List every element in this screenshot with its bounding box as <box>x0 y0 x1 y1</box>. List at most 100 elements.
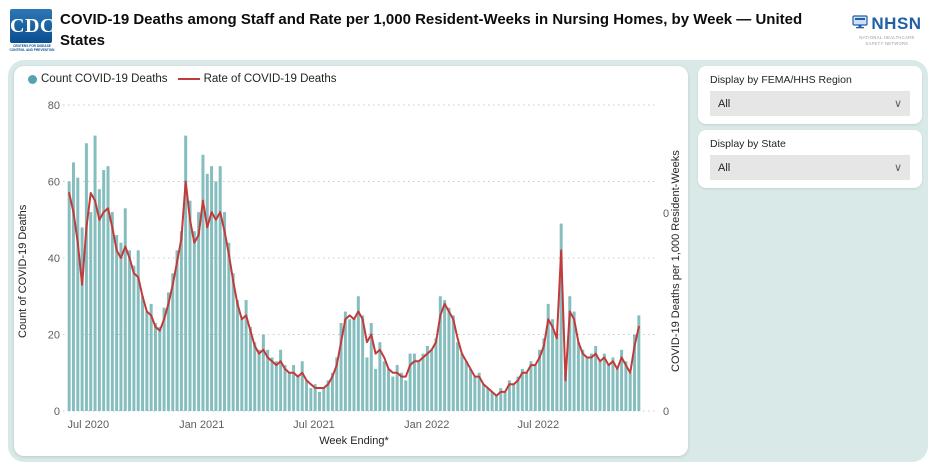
count-bar[interactable] <box>624 361 628 411</box>
count-bar[interactable] <box>464 361 468 411</box>
count-bar[interactable] <box>589 353 593 412</box>
count-bar[interactable] <box>309 388 313 411</box>
count-bar[interactable] <box>395 365 399 411</box>
count-bar[interactable] <box>563 372 567 411</box>
fema-region-dropdown[interactable]: All ∨ <box>710 91 910 116</box>
count-bar[interactable] <box>136 250 140 411</box>
count-bar[interactable] <box>568 296 572 411</box>
count-bar[interactable] <box>356 296 360 411</box>
count-bar[interactable] <box>162 307 166 411</box>
count-bar[interactable] <box>102 170 106 411</box>
count-bar[interactable] <box>443 300 447 411</box>
count-bar[interactable] <box>551 319 555 411</box>
count-bar[interactable] <box>158 326 162 411</box>
count-bar[interactable] <box>80 227 84 411</box>
count-bar[interactable] <box>149 303 153 411</box>
count-bar[interactable] <box>106 166 110 411</box>
count-bar[interactable] <box>166 292 170 411</box>
count-bar[interactable] <box>607 365 611 411</box>
count-bar[interactable] <box>503 391 507 412</box>
count-bar[interactable] <box>391 376 395 411</box>
count-bar[interactable] <box>132 265 136 411</box>
count-bar[interactable] <box>296 376 300 411</box>
count-bar[interactable] <box>430 349 434 411</box>
count-bar[interactable] <box>417 361 421 411</box>
count-bar[interactable] <box>451 315 455 412</box>
count-bar[interactable] <box>512 384 516 411</box>
count-bar[interactable] <box>520 368 524 411</box>
count-bar[interactable] <box>292 365 296 411</box>
count-bar[interactable] <box>361 315 365 412</box>
count-bar[interactable] <box>585 357 589 411</box>
count-bar[interactable] <box>637 315 641 412</box>
count-bar[interactable] <box>633 334 637 412</box>
count-bar[interactable] <box>620 349 624 411</box>
count-bar[interactable] <box>171 273 175 411</box>
rate-line[interactable] <box>68 180 640 397</box>
count-bar[interactable] <box>179 231 183 411</box>
count-bar[interactable] <box>438 296 442 411</box>
count-bar[interactable] <box>594 345 598 411</box>
count-bar[interactable] <box>507 380 511 411</box>
count-bar[interactable] <box>374 368 378 411</box>
count-bar[interactable] <box>499 388 503 411</box>
count-bar[interactable] <box>223 212 227 411</box>
count-bar[interactable] <box>89 212 93 411</box>
count-bar[interactable] <box>330 372 334 411</box>
count-bar[interactable] <box>481 384 485 411</box>
count-bar[interactable] <box>175 250 179 411</box>
count-bar[interactable] <box>231 273 235 411</box>
count-bar[interactable] <box>581 349 585 411</box>
count-bar[interactable] <box>76 177 80 411</box>
count-bar[interactable] <box>145 311 149 411</box>
count-bar[interactable] <box>253 342 257 411</box>
count-bar[interactable] <box>218 166 222 411</box>
count-bar[interactable] <box>257 349 261 411</box>
count-bar[interactable] <box>300 361 304 411</box>
count-bar[interactable] <box>434 338 438 411</box>
count-bar[interactable] <box>283 365 287 411</box>
count-bar[interactable] <box>408 353 412 412</box>
count-bar[interactable] <box>261 334 265 412</box>
count-bar[interactable] <box>447 307 451 411</box>
count-bar[interactable] <box>533 365 537 411</box>
count-bar[interactable] <box>421 353 425 412</box>
count-bar[interactable] <box>399 372 403 411</box>
count-bar[interactable] <box>287 372 291 411</box>
count-bar[interactable] <box>270 357 274 411</box>
count-bar[interactable] <box>244 300 248 411</box>
chevron-down-icon[interactable]: ∨ <box>893 98 902 110</box>
count-bar[interactable] <box>93 135 97 411</box>
count-bar[interactable] <box>382 361 386 411</box>
count-bar[interactable] <box>611 357 615 411</box>
count-bar[interactable] <box>197 212 201 411</box>
count-bar[interactable] <box>365 357 369 411</box>
count-bar[interactable] <box>322 388 326 411</box>
count-bar[interactable] <box>425 345 429 411</box>
chevron-down-icon[interactable]: ∨ <box>893 162 902 174</box>
count-bar[interactable] <box>110 212 114 411</box>
count-bar[interactable] <box>348 319 352 411</box>
count-bar[interactable] <box>598 361 602 411</box>
count-bar[interactable] <box>602 353 606 412</box>
count-bar[interactable] <box>248 326 252 411</box>
count-bar[interactable] <box>490 391 494 412</box>
count-bar[interactable] <box>227 242 231 411</box>
count-bar[interactable] <box>378 342 382 411</box>
count-bar[interactable] <box>576 342 580 411</box>
chart-plot-area[interactable]: 0 20 40 60 80 Jul 2020 Jan 2021 Jul 2021 Jan 202… <box>14 66 688 456</box>
count-bar[interactable] <box>339 323 343 411</box>
state-dropdown[interactable]: All ∨ <box>710 155 910 180</box>
count-bar[interactable] <box>115 235 119 411</box>
count-bar[interactable] <box>317 391 321 412</box>
count-bar[interactable] <box>240 319 244 411</box>
count-bar[interactable] <box>274 361 278 411</box>
count-bar[interactable] <box>546 303 550 411</box>
count-bar[interactable] <box>279 349 283 411</box>
count-bar[interactable] <box>188 200 192 412</box>
count-bar[interactable] <box>572 311 576 411</box>
count-bar[interactable] <box>477 372 481 411</box>
count-bar[interactable] <box>71 162 75 412</box>
count-bar[interactable] <box>469 368 473 411</box>
count-bar[interactable] <box>305 380 309 411</box>
